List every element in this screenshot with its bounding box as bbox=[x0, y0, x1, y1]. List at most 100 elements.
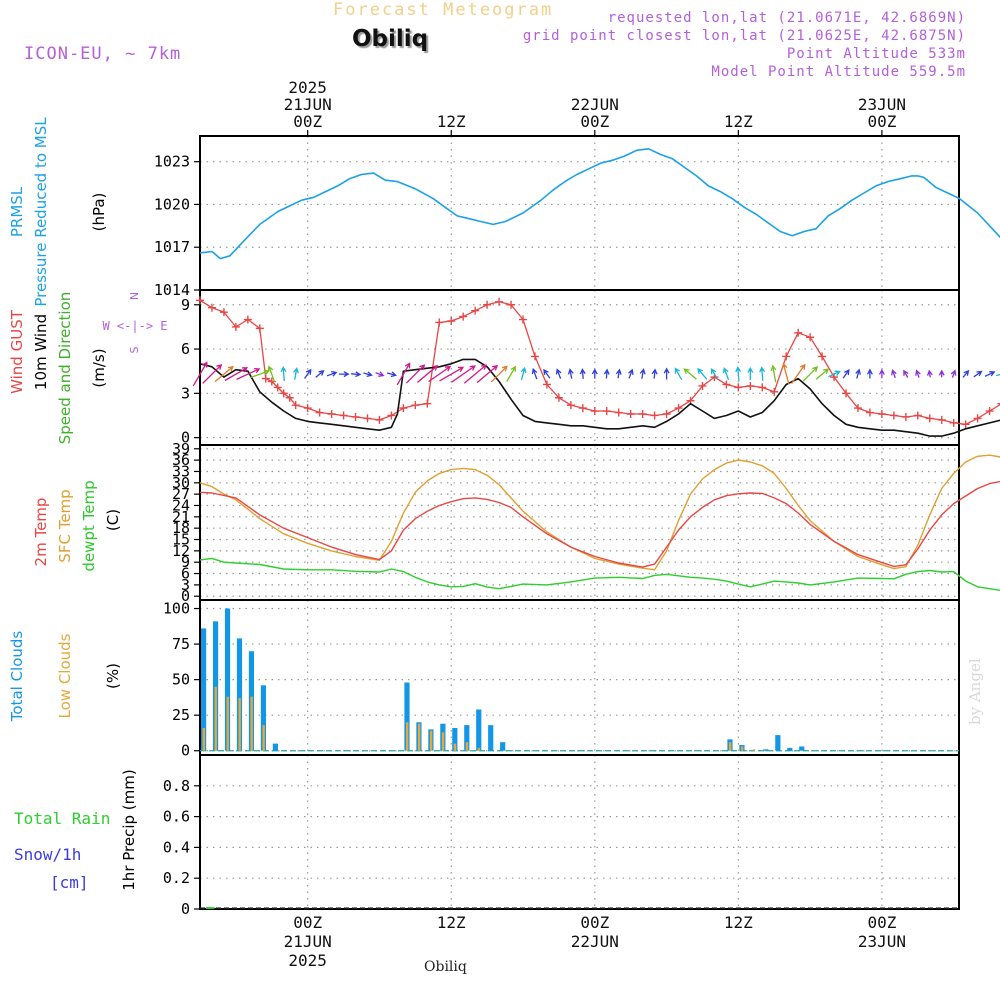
y-tick-label: 75 bbox=[172, 635, 190, 653]
panel-label: 10m Wind bbox=[32, 314, 50, 390]
y-tick-label: 24 bbox=[172, 496, 190, 514]
panel-label: Wind GUST bbox=[8, 309, 26, 394]
gust-marker bbox=[818, 352, 827, 361]
low-cloud-bar bbox=[250, 696, 253, 751]
wind-direction-arrow bbox=[781, 362, 790, 385]
gust-marker bbox=[447, 317, 456, 325]
gust-marker bbox=[698, 381, 707, 390]
wind-direction-arrow bbox=[770, 364, 777, 383]
wind-direction-arrow bbox=[802, 366, 819, 382]
gust-marker bbox=[519, 315, 528, 324]
wind-direction-arrow bbox=[950, 369, 957, 378]
gust-marker bbox=[626, 410, 635, 418]
wind-direction-arrow bbox=[338, 371, 350, 378]
wind-direction-arrow bbox=[984, 371, 996, 377]
wind-direction-arrow bbox=[938, 369, 945, 378]
total-cloud-bar bbox=[452, 727, 458, 751]
wind-direction-arrow bbox=[192, 361, 208, 387]
low-cloud-bar bbox=[465, 742, 469, 751]
wind-direction-arrow bbox=[996, 373, 1000, 377]
wind-direction-arrow bbox=[791, 363, 806, 384]
gust-marker bbox=[842, 389, 851, 398]
y-tick-label: 0.2 bbox=[163, 869, 190, 887]
panel-label: Snow/1h bbox=[14, 845, 81, 864]
wind-direction-arrow bbox=[375, 371, 385, 377]
gust-marker bbox=[196, 296, 204, 305]
y-tick-label: 21 bbox=[172, 508, 190, 526]
y-tick-label: 6 bbox=[181, 340, 190, 358]
y-tick-label: 27 bbox=[172, 485, 190, 503]
gust-marker bbox=[746, 381, 755, 390]
gust-marker bbox=[961, 420, 970, 429]
wind-direction-arrow bbox=[962, 369, 970, 378]
wind-direction-arrow bbox=[531, 367, 538, 380]
y-tick-label: 15 bbox=[172, 531, 190, 549]
gust-marker bbox=[889, 411, 898, 420]
low-cloud-bar bbox=[441, 732, 445, 751]
y-tick-label: 0 bbox=[181, 742, 190, 760]
gust-marker bbox=[614, 408, 623, 417]
panel-frame bbox=[199, 599, 960, 756]
total-cloud-bar bbox=[404, 682, 410, 751]
total-cloud-bar bbox=[464, 725, 470, 751]
y-tick-label: 0.6 bbox=[163, 808, 190, 826]
gust-marker bbox=[937, 415, 946, 424]
y-tick-label: 9 bbox=[181, 296, 190, 314]
wind-direction-arrow bbox=[651, 368, 658, 379]
panel-frame bbox=[199, 444, 960, 601]
wind-direction-arrow bbox=[476, 364, 499, 384]
panel-label: Total Rain bbox=[14, 809, 110, 828]
t2m-line bbox=[199, 480, 1000, 568]
gust-marker bbox=[590, 407, 599, 416]
panel-label: Speed and Direction bbox=[56, 292, 74, 445]
total-cloud-bar bbox=[201, 628, 207, 751]
gust-marker bbox=[877, 410, 886, 418]
gust-marker bbox=[758, 383, 767, 392]
wind-direction-arrow bbox=[891, 369, 897, 379]
wind-speed-line bbox=[199, 358, 1000, 437]
low-cloud-bar bbox=[238, 698, 241, 751]
top-axis-label: 23JUN bbox=[858, 95, 906, 114]
wind-direction-arrow bbox=[579, 368, 586, 379]
total-cloud-bar bbox=[272, 743, 278, 751]
gust-marker bbox=[351, 412, 360, 421]
wind-direction-arrow bbox=[615, 368, 622, 379]
wind-direction-arrow bbox=[520, 366, 527, 381]
y-tick-label: 33 bbox=[172, 462, 190, 480]
wind-direction-arrow bbox=[202, 363, 223, 384]
gust-marker bbox=[638, 410, 647, 418]
gust-marker bbox=[399, 404, 408, 413]
y-tick-label: 0 bbox=[181, 900, 190, 918]
gust-marker bbox=[782, 352, 791, 361]
y-tick-label: 6 bbox=[181, 565, 190, 583]
gust-marker bbox=[435, 318, 444, 327]
bottom-axis-label: 12Z bbox=[437, 913, 466, 932]
gust-marker bbox=[219, 308, 228, 317]
low-cloud-bar bbox=[429, 730, 433, 751]
bottom-axis-label: 00Z bbox=[867, 913, 896, 932]
panel-label: Pressure Reduced to MSL bbox=[32, 117, 50, 307]
wind-direction-arrow bbox=[506, 365, 516, 382]
wind-direction-arrow bbox=[304, 368, 312, 379]
gust-marker bbox=[423, 399, 432, 408]
low-cloud-bar bbox=[477, 747, 481, 751]
panel-label: 2m Temp bbox=[32, 498, 50, 567]
gust-marker bbox=[327, 410, 336, 418]
compass-label: W <-|-> E bbox=[102, 319, 167, 333]
wind-direction-arrow bbox=[236, 367, 261, 380]
wind-direction-arrow bbox=[663, 367, 670, 380]
gust-marker bbox=[674, 404, 683, 413]
y-tick-label: 12 bbox=[172, 542, 190, 560]
wind-direction-arrow bbox=[855, 368, 861, 379]
wind-direction-arrow bbox=[735, 366, 742, 381]
model-label: ICON-EU, ~ 7km bbox=[24, 44, 182, 64]
wind-direction-arrow bbox=[759, 366, 766, 381]
low-cloud-bar bbox=[728, 742, 732, 751]
wind-direction-arrow bbox=[214, 365, 234, 383]
grid-coords: grid point closest lon,lat (21.0625E, 42… bbox=[522, 28, 966, 44]
bottom-axis-label: 12Z bbox=[724, 913, 753, 932]
compass-label: S bbox=[128, 346, 141, 353]
panel-frame bbox=[199, 754, 960, 910]
compass-label: N bbox=[128, 292, 141, 300]
